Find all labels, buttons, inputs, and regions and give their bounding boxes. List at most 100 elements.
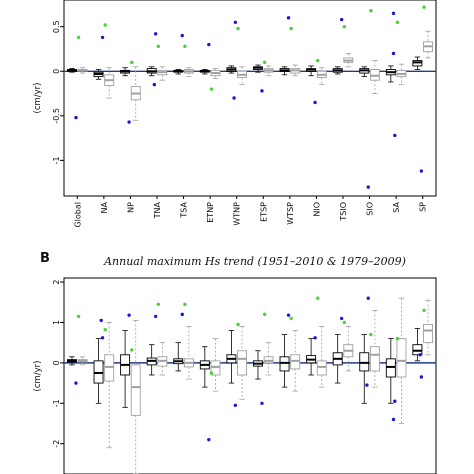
panel-a-y-tick-label: -1: [52, 156, 61, 164]
panel-a-green-point: [209, 87, 214, 91]
panel-b-green-point: [236, 322, 240, 327]
panel-b-box-1951-2010: [332, 334, 343, 384]
panel-b-blue-point: [418, 353, 422, 357]
panel-b-green-point: [422, 308, 426, 313]
panel-a-box-1951-2010: [199, 69, 210, 75]
panel-b-blue-point: [393, 399, 397, 403]
panel-b-y-tick-label: 0: [52, 360, 61, 365]
panel-a-category-label: Global: [73, 202, 82, 228]
panel-b-box-1951-2010: [67, 356, 77, 366]
panel-a-blue-point: [391, 51, 396, 56]
panel-a-box-1979-2009: [369, 60, 380, 94]
panel-b-box-1951-2010: [226, 330, 237, 384]
panel-a-x-axis-categories: Global NA NP TNA TSA ETNP WTNP ETSP WTSP NIO TSIO S…: [73, 196, 428, 228]
panel-a-box-1951-2010: [226, 65, 237, 74]
panel-a-green-point: [289, 26, 293, 31]
panel-a-green-point: [76, 35, 81, 40]
panel-a-blue-point: [313, 100, 317, 105]
panel-a-blue-point: [233, 20, 238, 24]
panel-a-plot-frame: [63, 0, 437, 197]
panel-b-blue-point: [100, 336, 105, 340]
panel-b-box-1951-2010: [93, 338, 104, 404]
panel-b-blue-point: [391, 417, 396, 422]
panel-a-green-point: [103, 23, 107, 27]
panel-a-box-1979-2009: [316, 67, 327, 86]
panel-a-y-tick-label: 0: [52, 69, 61, 74]
panel-b-blue-point: [365, 383, 369, 387]
panel-a-box-1979-2009: [210, 68, 221, 79]
panel-b-blue-point: [99, 318, 103, 323]
panel-a-blue-point: [153, 32, 158, 36]
panel-b-box-1979-2009: [290, 330, 301, 392]
panel-b-points: [74, 296, 426, 442]
panel-b-green-point: [76, 314, 81, 319]
panel-a-box-1979-2009: [157, 66, 168, 81]
panel-b-green-point: [342, 320, 347, 325]
panel-a-green-point: [183, 44, 187, 49]
panel-b-green-point: [395, 336, 400, 341]
panel-a-y-axis-label: (cm/yr): [33, 83, 43, 114]
panel-b-green-point: [369, 332, 373, 337]
panel-a-category-label: SP: [419, 202, 428, 212]
panel-a: -1 -0.5 0 0.5 (cm/yr) Global NA NP TNA TSA ETNP W…: [33, 0, 437, 228]
panel-a-box-1951-2010: [385, 65, 396, 83]
panel-a-blue-point: [419, 169, 424, 173]
panel-a-box-1951-2010: [412, 56, 423, 70]
panel-b-green-point: [262, 312, 267, 317]
panel-b-box-1979-2009: [77, 356, 88, 366]
panel-a-y-axis: -1 -0.5 0 0.5: [52, 20, 64, 164]
panel-b-blue-point: [74, 381, 78, 385]
panel-a-box-1951-2010: [146, 66, 157, 77]
panel-a-box-1951-2010: [120, 67, 131, 77]
panel-b-box-1979-2009: [104, 322, 115, 449]
panel-a-blue-point: [152, 82, 157, 87]
panel-a-green-point: [316, 58, 320, 63]
panel-b-box-1979-2009: [237, 326, 247, 400]
panel-b-green-point: [183, 302, 187, 306]
panel-a-blue-point: [127, 120, 131, 124]
panel-b-title: Annual maximum Hs trend (1951–2010 & 197…: [103, 255, 406, 268]
panel-b-box-1951-2010: [412, 328, 423, 362]
panel-b-blue-point: [207, 437, 211, 442]
panel-b-blue-point: [233, 403, 238, 407]
panel-a-blue-point: [366, 185, 370, 189]
panel-a-category-label: ETSP: [259, 202, 268, 222]
panel-b-blue-point: [180, 312, 184, 317]
panel-b-y-tick-label: 2: [52, 279, 61, 284]
panel-b-box-1979-2009: [396, 297, 407, 424]
panel-a-green-point: [236, 26, 240, 31]
panel-a-category-label: SA: [392, 201, 401, 212]
panel-a-blue-point: [286, 16, 291, 20]
panel-a-category-label: SIO: [366, 202, 375, 216]
panel-b-blue-point: [419, 375, 424, 379]
panel-a-category-label: NA: [100, 201, 109, 213]
panel-a-blue-point: [207, 42, 211, 47]
panel-a-blue-point: [232, 96, 236, 100]
panel-a-blue-point: [74, 115, 78, 120]
panel-a-blue-point: [100, 35, 105, 40]
panel-a-blue-point: [260, 89, 264, 93]
panel-b-blue-point: [339, 316, 344, 321]
panel-b-y-tick-label: -1: [52, 399, 61, 407]
panel-a-category-label: TSIO: [339, 202, 348, 222]
panel-a-category-label: ETNP: [206, 202, 215, 223]
panel-a-green-point: [262, 60, 267, 65]
panel-a-box-1979-2009: [77, 67, 88, 74]
panel-b-green-point: [316, 296, 320, 300]
panel-a-category-label: TNA: [153, 201, 162, 219]
panel-b-box-1951-2010: [279, 334, 290, 388]
panel-a-box-1979-2009: [183, 67, 194, 78]
panel-a-blue-point: [180, 33, 184, 38]
panel-b-boxes: [67, 297, 433, 474]
panel-a-category-label: TSA: [180, 201, 189, 218]
panel-b-green-point: [289, 316, 293, 321]
panel-a-y-tick-label: 0.5: [52, 20, 61, 33]
panel-b: B Annual maximum Hs trend (1951–2010 & 1…: [33, 251, 437, 474]
panel-b-y-axis-label: (cm/yr): [33, 361, 43, 392]
panel-b-box-1951-2010: [306, 338, 317, 376]
panel-a-box-1979-2009: [396, 63, 407, 86]
panel-a-box-1979-2009: [290, 64, 301, 77]
panel-b-blue-point: [313, 336, 317, 340]
panel-a-box-1979-2009: [237, 66, 247, 86]
